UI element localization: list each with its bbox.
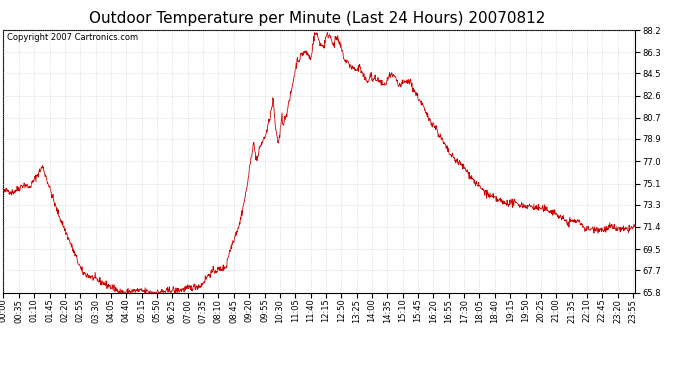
Text: Outdoor Temperature per Minute (Last 24 Hours) 20070812: Outdoor Temperature per Minute (Last 24 … xyxy=(89,11,546,26)
Text: Copyright 2007 Cartronics.com: Copyright 2007 Cartronics.com xyxy=(7,33,138,42)
